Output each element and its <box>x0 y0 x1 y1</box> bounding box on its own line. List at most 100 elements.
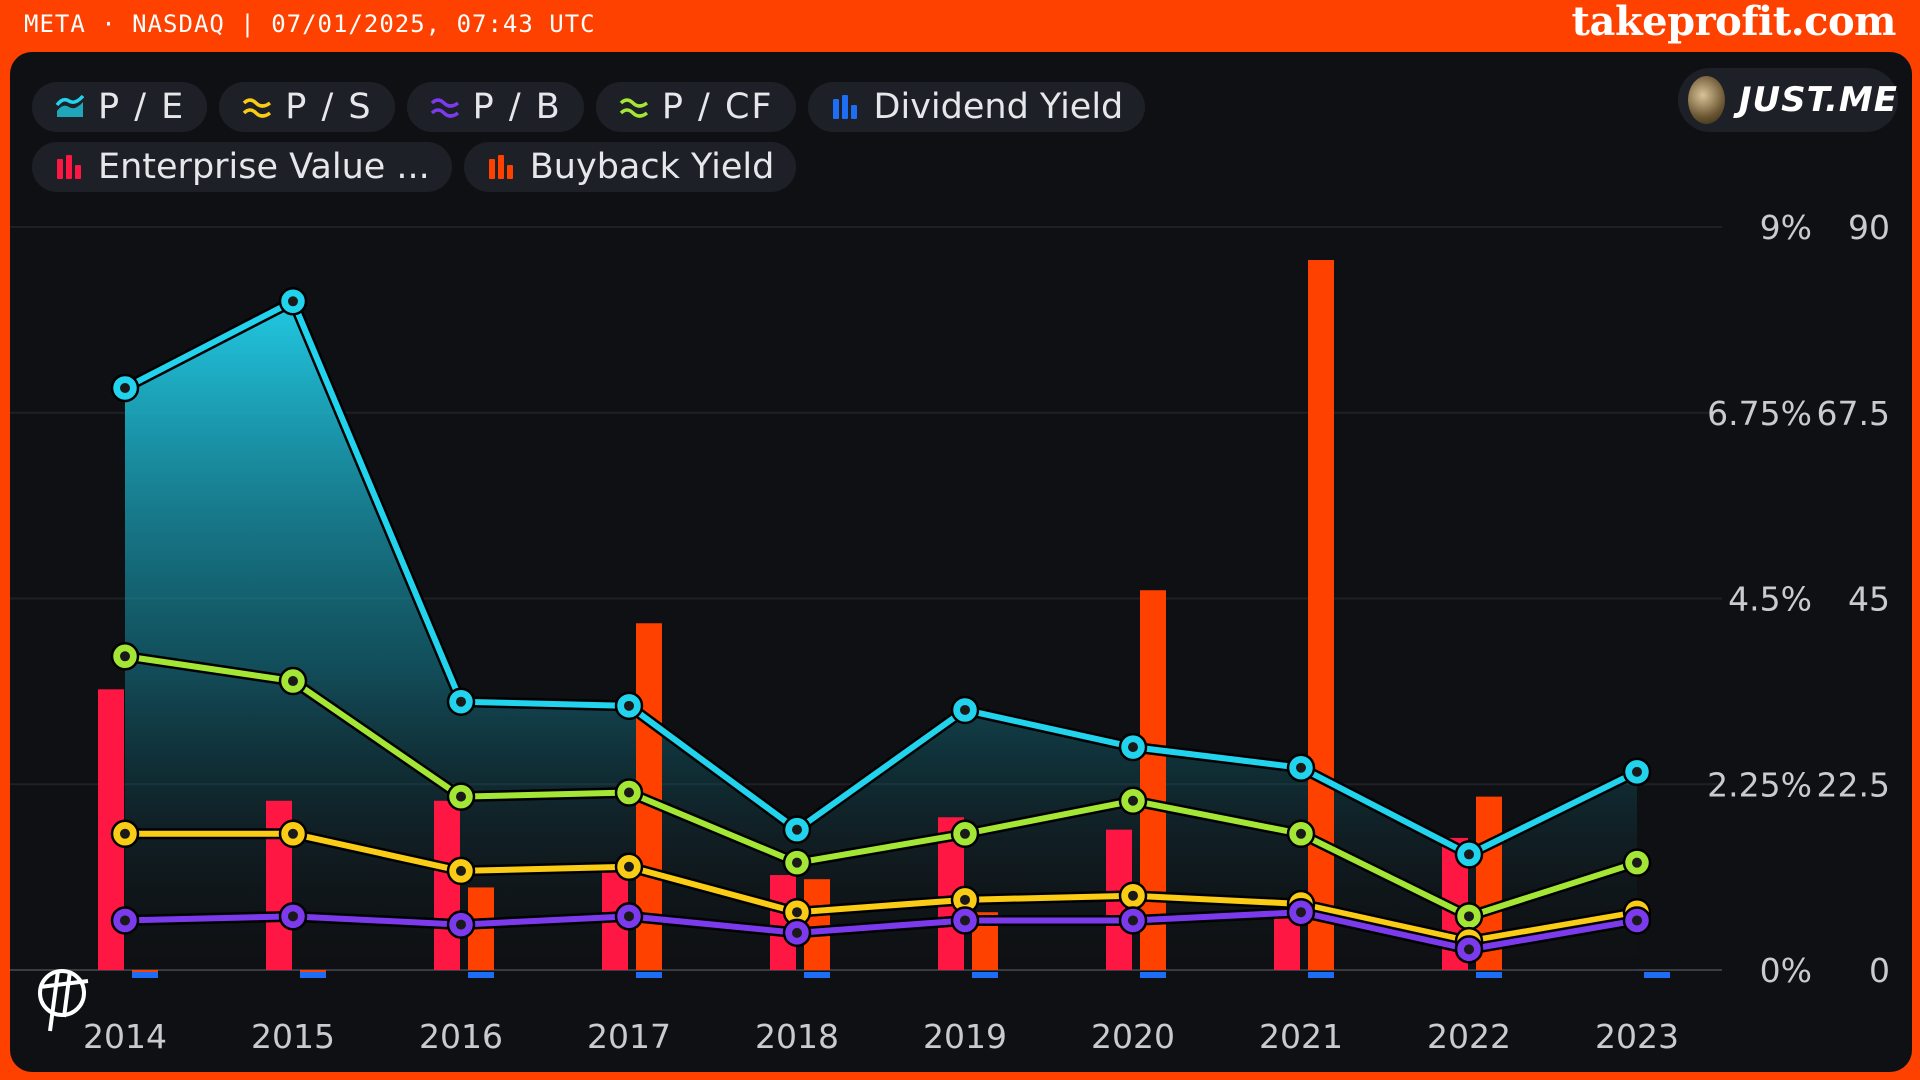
dividend-yield-bar[interactable] <box>1308 972 1334 978</box>
user-name: JUST.ME <box>1738 80 1898 120</box>
ps-point-center <box>120 828 130 839</box>
pb-point-center <box>624 911 634 922</box>
chart-canvas: 9% 90 6.75% 67.5 4.5% 45 2.25% 22.5 0% 0 2014 2015 2… <box>10 208 1890 1056</box>
y-right-tick-label: 67.5 <box>1817 394 1890 433</box>
wave-icon <box>241 92 273 122</box>
x-tick-label: 2023 <box>1595 1017 1679 1056</box>
pb-point-center <box>792 927 802 938</box>
legend-label: Enterprise Value ... <box>98 147 430 187</box>
pe-point-center <box>1128 742 1138 753</box>
pe-point-center <box>624 700 634 711</box>
pcf-point-center <box>120 651 130 662</box>
pe-point-center <box>792 824 802 835</box>
pe-point-center <box>1296 762 1306 773</box>
pe-point-center <box>120 382 130 393</box>
pe-point-center <box>1632 766 1642 777</box>
x-tick-label: 2021 <box>1259 1017 1343 1056</box>
legend-chip-pb[interactable]: P / B <box>406 82 584 132</box>
legend-label: P / S <box>285 87 373 127</box>
dividend-yield-bar[interactable] <box>300 972 326 978</box>
dividend-yield-bar[interactable] <box>804 972 830 978</box>
pcf-point-center <box>456 791 466 802</box>
ps-point-center <box>288 828 298 839</box>
pe-line[interactable] <box>123 298 1639 858</box>
x-tick-label: 2022 <box>1427 1017 1511 1056</box>
brand-logo-text[interactable]: takeprofit.com <box>1571 0 1897 45</box>
pcf-point-center <box>1464 911 1474 922</box>
chart-panel: 9% 90 6.75% 67.5 4.5% 45 2.25% 22.5 0% 0 2014 2015 2… <box>10 52 1912 1072</box>
ps-point-center <box>624 861 634 872</box>
legend-chip-enterprise-value[interactable]: Enterprise Value ... <box>32 142 452 192</box>
pb-point-center <box>960 915 970 926</box>
dividend-yield-bar[interactable] <box>1140 972 1166 978</box>
ps-point-center <box>456 865 466 876</box>
bars-icon <box>486 152 518 182</box>
y-left-tick-label: 0% <box>1760 951 1812 990</box>
legend-chip-pcf[interactable]: P / CF <box>595 82 796 132</box>
dividend-yield-bar[interactable] <box>468 972 494 978</box>
dividend-yield-bar[interactable] <box>1476 972 1502 978</box>
y-left-tick-label: 4.5% <box>1728 580 1812 619</box>
legend-label: Dividend Yield <box>873 87 1124 127</box>
dividend-yield-bar[interactable] <box>1644 972 1670 978</box>
avatar <box>1688 76 1725 124</box>
y-left-tick-label: 2.25% <box>1707 765 1812 804</box>
pcf-point-center <box>1296 828 1306 839</box>
legend-label: P / B <box>472 87 562 127</box>
legend-chip-dividend-yield[interactable]: Dividend Yield <box>807 82 1146 132</box>
y-right-tick-label: 22.5 <box>1817 765 1890 804</box>
wave-icon <box>429 92 461 122</box>
dividend-yield-bar[interactable] <box>132 972 158 978</box>
x-tick-label: 2017 <box>587 1017 671 1056</box>
legend-chip-buyback-yield[interactable]: Buyback Yield <box>463 142 797 192</box>
wave-icon <box>618 92 650 122</box>
x-tick-label: 2019 <box>923 1017 1007 1056</box>
buyback-yield-bar[interactable] <box>1140 590 1166 970</box>
area-icon <box>54 92 86 122</box>
ticker-info: META · NASDAQ | 07/01/2025, 07:43 UTC <box>24 10 596 38</box>
pb-point-center <box>1464 944 1474 955</box>
legend-chip-pe[interactable]: P / E <box>32 82 208 132</box>
pe-point-center <box>456 696 466 707</box>
x-tick-label: 2018 <box>755 1017 839 1056</box>
top-bar: META · NASDAQ | 07/01/2025, 07:43 UTC ta… <box>0 0 1920 52</box>
ps-point-center <box>960 894 970 905</box>
pe-point-center <box>1464 849 1474 860</box>
pcf-point-center <box>624 787 634 798</box>
dividend-yield-bar[interactable] <box>636 972 662 978</box>
legend-label: Buyback Yield <box>529 147 775 187</box>
y-left-tick-label: 6.75% <box>1707 394 1812 433</box>
y-right-tick-label: 45 <box>1848 580 1890 619</box>
pcf-line[interactable] <box>124 653 1638 920</box>
ps-point-center <box>792 907 802 918</box>
takeprofit-logo-icon <box>28 957 98 1041</box>
pe-point-center <box>288 296 298 307</box>
pcf-point-center <box>960 828 970 839</box>
pe-area-fill <box>125 301 1637 970</box>
pb-line[interactable] <box>124 909 1638 953</box>
x-tick-label: 2016 <box>419 1017 503 1056</box>
x-tick-label: 2020 <box>1091 1017 1175 1056</box>
buyback-yield-bar[interactable] <box>1308 260 1334 970</box>
legend-chip-ps[interactable]: P / S <box>219 82 395 132</box>
x-tick-label: 2015 <box>251 1017 335 1056</box>
dividend-yield-bar[interactable] <box>972 972 998 978</box>
pe-point-center <box>960 704 970 715</box>
x-tick-label: 2014 <box>83 1017 167 1056</box>
pcf-point-center <box>288 676 298 687</box>
legend-label: P / E <box>98 87 186 127</box>
ps-point-center <box>1128 890 1138 901</box>
bars-icon <box>830 92 862 122</box>
y-right-tick-label: 0 <box>1869 951 1890 990</box>
bars-icon <box>54 152 86 182</box>
user-badge[interactable]: JUST.ME <box>1678 68 1898 132</box>
pcf-point-center <box>792 857 802 868</box>
pb-point-center <box>288 911 298 922</box>
pcf-point-center <box>1632 857 1642 868</box>
legend-label: P / CF <box>661 87 774 127</box>
ps-line[interactable] <box>125 830 1638 945</box>
enterprise-value-bar[interactable] <box>434 800 460 970</box>
y-right-tick-label: 90 <box>1848 208 1890 247</box>
pb-point-center <box>1632 915 1642 926</box>
pb-point-center <box>1296 907 1306 918</box>
